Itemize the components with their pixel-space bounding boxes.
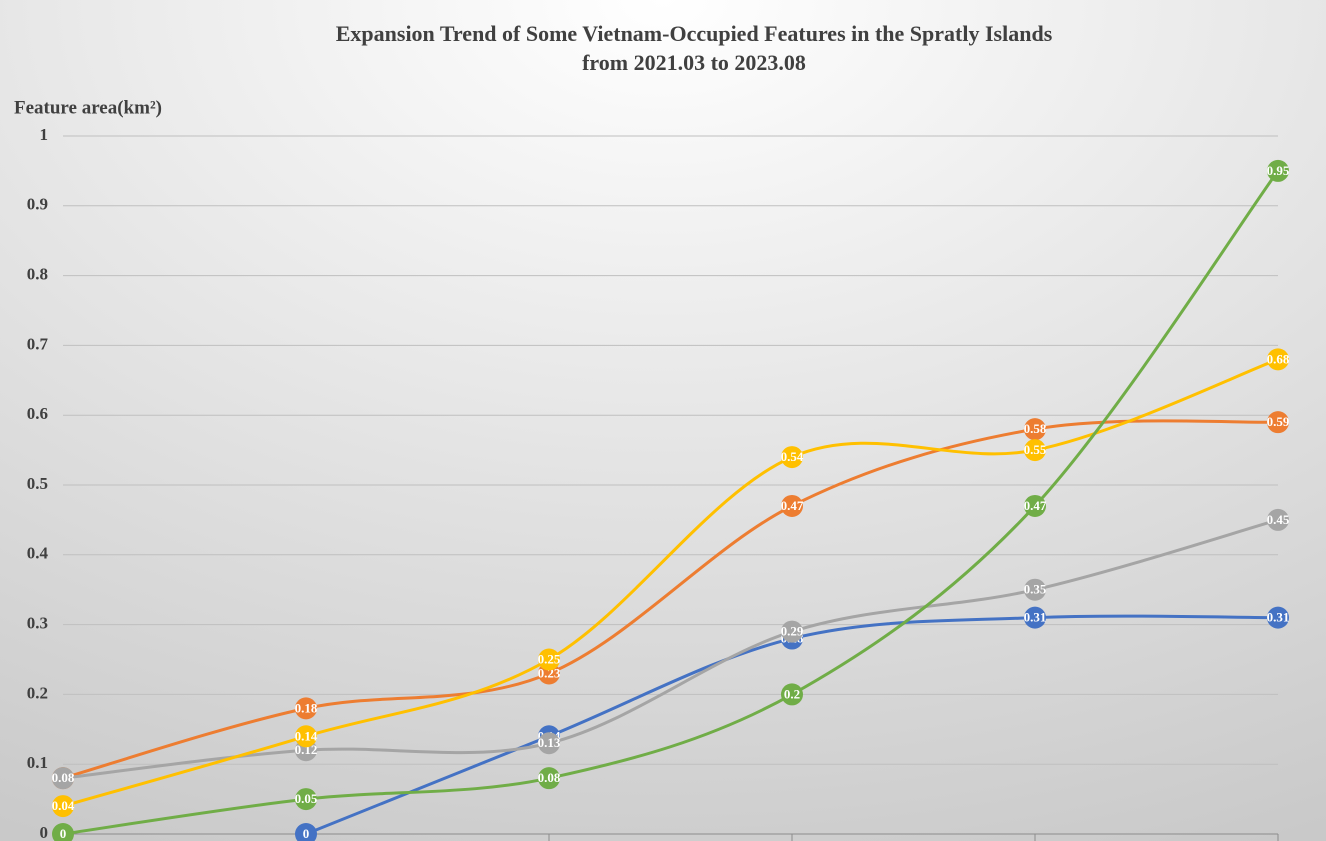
y-tick-label: 0.3 [27, 614, 48, 633]
y-tick-label: 0.9 [27, 195, 48, 214]
data-label: 0.14 [295, 728, 318, 743]
y-axis-title: Feature area(km²) [14, 97, 162, 118]
chart-title: Expansion Trend of Some Vietnam-Occupied… [336, 21, 1053, 46]
series-line [61, 518, 1280, 780]
y-tick-label: 0.8 [27, 265, 48, 284]
y-tick-label: 0.1 [27, 753, 48, 772]
data-label: 0.13 [538, 735, 561, 750]
y-tick-label: 0 [40, 823, 49, 841]
data-point [781, 446, 803, 469]
data-label: 0.95 [1267, 163, 1290, 178]
y-tick-label: 1 [40, 125, 49, 144]
data-label: 0.68 [1267, 351, 1290, 366]
data-label: 0.04 [52, 798, 75, 813]
data-point [1267, 159, 1289, 182]
data-label: 0.12 [295, 742, 318, 757]
y-tick-label: 0.7 [27, 334, 49, 353]
y-tick-label: 0.6 [27, 404, 48, 423]
data-point [781, 620, 803, 643]
data-label: 0.2 [784, 686, 800, 701]
data-point [295, 697, 317, 720]
data-point [1024, 494, 1046, 517]
data-point [1267, 411, 1289, 434]
data-label: 0.45 [1267, 512, 1290, 527]
data-point [1024, 418, 1046, 441]
data-point [52, 823, 74, 841]
data-point [1267, 508, 1289, 531]
data-label: 0.23 [538, 665, 561, 680]
data-point [1024, 578, 1046, 601]
data-point [295, 788, 317, 811]
series-line [61, 419, 1280, 780]
data-point [52, 767, 74, 790]
data-point [1267, 348, 1289, 371]
data-label: 0.47 [781, 498, 804, 513]
data-label: 0 [60, 826, 67, 841]
data-point [295, 725, 317, 748]
data-point [538, 732, 560, 755]
data-label: 0.35 [1024, 582, 1047, 597]
series-line [61, 357, 1280, 808]
chart-title: from 2021.03 to 2023.08 [582, 50, 806, 75]
y-tick-label: 0.2 [27, 683, 48, 702]
data-point [781, 683, 803, 706]
data-label: 0.08 [538, 770, 561, 785]
data-point [295, 823, 317, 841]
data-label: 0.25 [538, 651, 561, 666]
data-label: 0.31 [1267, 610, 1290, 625]
data-label: 0.58 [1024, 421, 1047, 436]
data-point [1024, 439, 1046, 462]
data-label: 0.08 [52, 770, 75, 785]
y-tick-label: 0.5 [27, 474, 48, 493]
data-label: 0.05 [295, 791, 318, 806]
data-label: 0.18 [295, 700, 318, 715]
data-point [1024, 606, 1046, 629]
y-tick-label: 0.4 [27, 544, 49, 563]
data-point [538, 648, 560, 671]
data-point [781, 494, 803, 517]
data-label: 0.47 [1024, 498, 1047, 513]
data-label: 0 [303, 826, 310, 841]
data-label: 0.55 [1024, 442, 1047, 457]
data-label: 0.31 [1024, 610, 1047, 625]
data-point [52, 795, 74, 818]
data-point [538, 767, 560, 790]
data-label: 0.59 [1267, 414, 1290, 429]
data-label: 0.54 [781, 449, 804, 464]
data-point [1267, 606, 1289, 629]
data-label: 0.29 [781, 624, 804, 639]
